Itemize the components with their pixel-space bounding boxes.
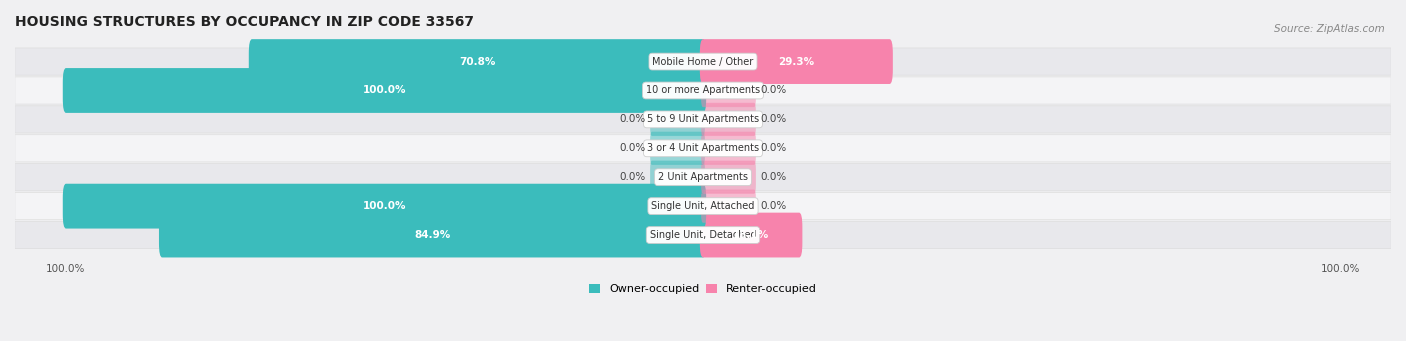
FancyBboxPatch shape (15, 77, 1391, 104)
Text: 100.0%: 100.0% (363, 201, 406, 211)
Text: 29.3%: 29.3% (779, 57, 814, 66)
Text: 0.0%: 0.0% (761, 201, 786, 211)
Text: 100.0%: 100.0% (363, 86, 406, 95)
Text: 0.0%: 0.0% (761, 143, 786, 153)
FancyBboxPatch shape (249, 39, 706, 84)
Text: 0.0%: 0.0% (761, 172, 786, 182)
FancyBboxPatch shape (159, 213, 706, 257)
FancyBboxPatch shape (15, 221, 1391, 249)
Text: 84.9%: 84.9% (415, 230, 451, 240)
Text: 2 Unit Apartments: 2 Unit Apartments (658, 172, 748, 182)
Text: 5 to 9 Unit Apartments: 5 to 9 Unit Apartments (647, 114, 759, 124)
Text: Single Unit, Attached: Single Unit, Attached (651, 201, 755, 211)
FancyBboxPatch shape (63, 184, 706, 228)
FancyBboxPatch shape (702, 190, 756, 223)
FancyBboxPatch shape (702, 161, 756, 194)
Text: 0.0%: 0.0% (620, 143, 645, 153)
Text: 3 or 4 Unit Apartments: 3 or 4 Unit Apartments (647, 143, 759, 153)
Text: 15.1%: 15.1% (733, 230, 769, 240)
Text: HOUSING STRUCTURES BY OCCUPANCY IN ZIP CODE 33567: HOUSING STRUCTURES BY OCCUPANCY IN ZIP C… (15, 15, 474, 29)
Text: Mobile Home / Other: Mobile Home / Other (652, 57, 754, 66)
Text: 0.0%: 0.0% (620, 172, 645, 182)
Text: 0.0%: 0.0% (620, 114, 645, 124)
FancyBboxPatch shape (15, 164, 1391, 191)
FancyBboxPatch shape (650, 132, 704, 165)
Text: 0.0%: 0.0% (761, 86, 786, 95)
FancyBboxPatch shape (700, 213, 803, 257)
FancyBboxPatch shape (63, 68, 706, 113)
Text: Source: ZipAtlas.com: Source: ZipAtlas.com (1274, 24, 1385, 34)
FancyBboxPatch shape (702, 74, 756, 107)
Legend: Owner-occupied, Renter-occupied: Owner-occupied, Renter-occupied (585, 280, 821, 299)
FancyBboxPatch shape (15, 193, 1391, 220)
FancyBboxPatch shape (15, 48, 1391, 75)
Text: 10 or more Apartments: 10 or more Apartments (645, 86, 761, 95)
Text: 70.8%: 70.8% (460, 57, 496, 66)
FancyBboxPatch shape (650, 161, 704, 194)
Text: 0.0%: 0.0% (761, 114, 786, 124)
FancyBboxPatch shape (702, 132, 756, 165)
FancyBboxPatch shape (650, 103, 704, 136)
FancyBboxPatch shape (700, 39, 893, 84)
Text: Single Unit, Detached: Single Unit, Detached (650, 230, 756, 240)
FancyBboxPatch shape (15, 135, 1391, 162)
FancyBboxPatch shape (702, 103, 756, 136)
FancyBboxPatch shape (15, 106, 1391, 133)
